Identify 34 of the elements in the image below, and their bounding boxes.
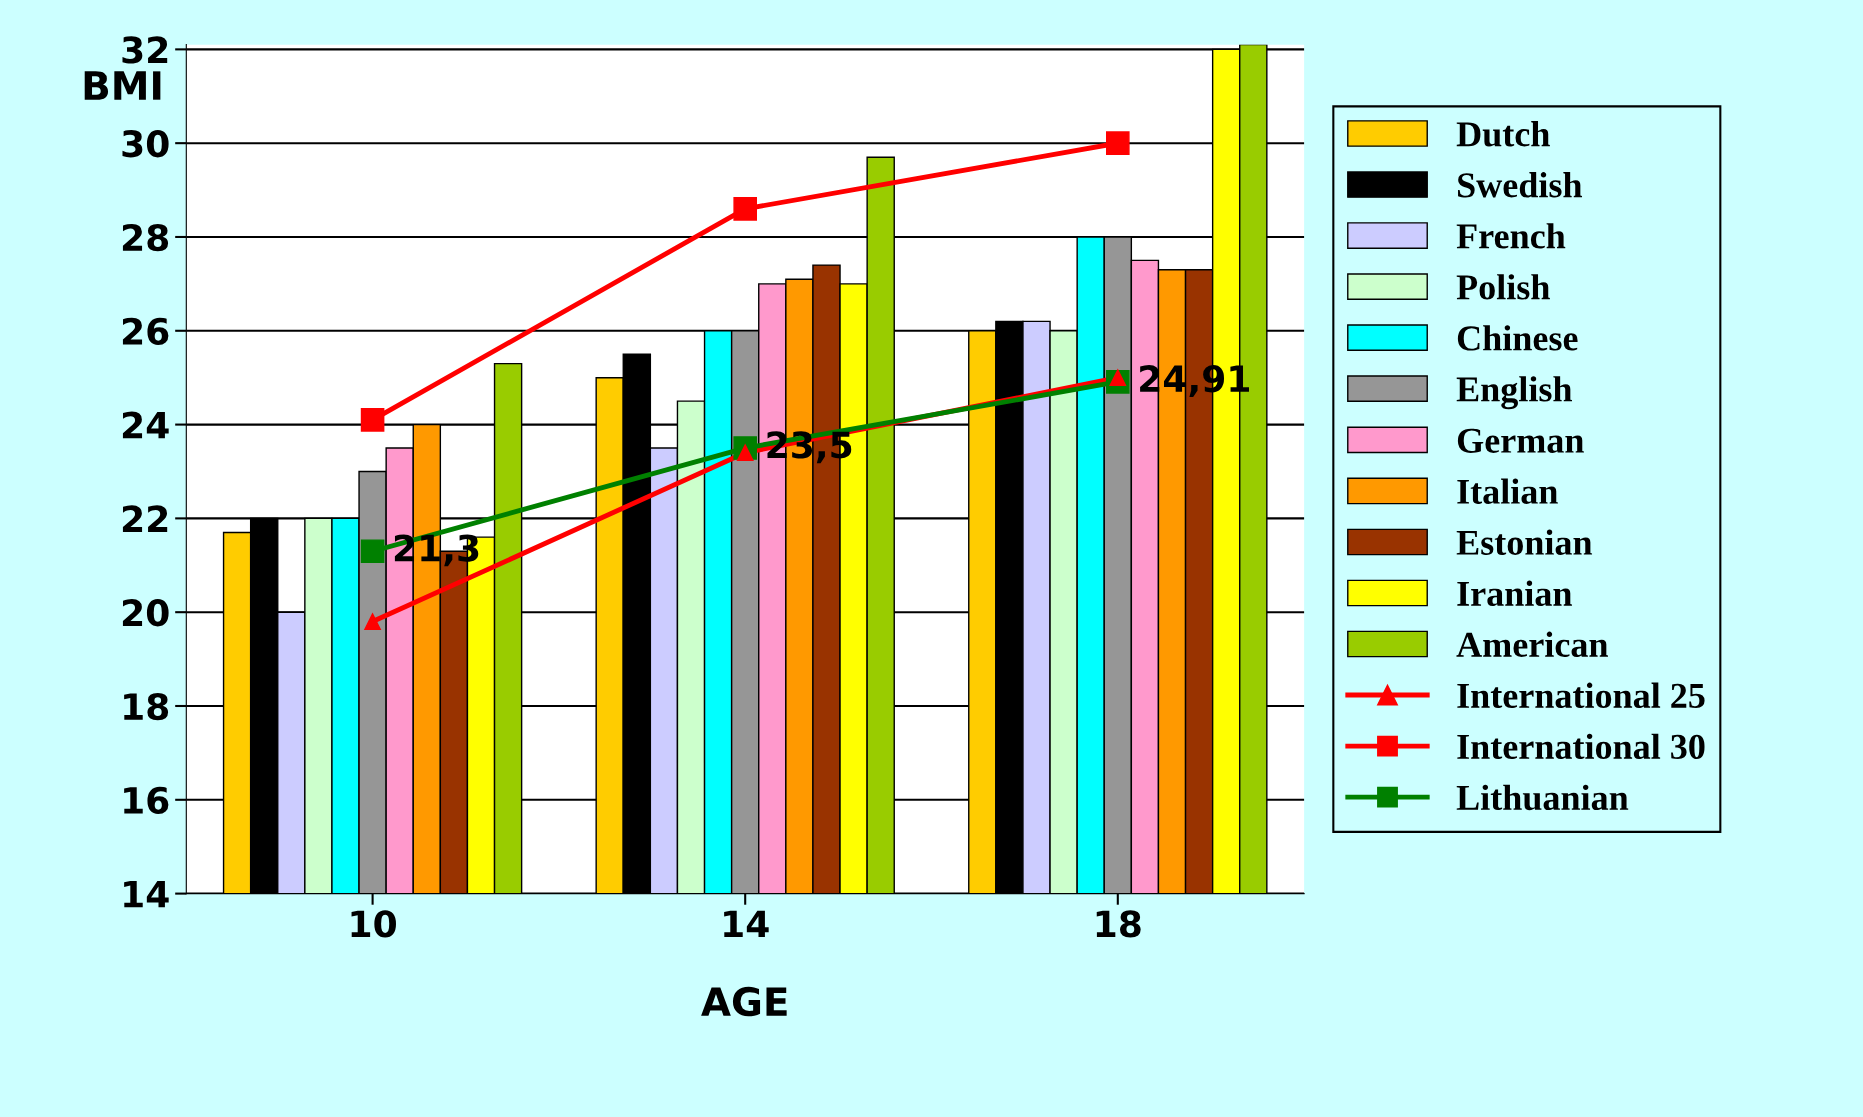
legend-label: Chinese: [1457, 325, 1578, 351]
y-tick-label: 14: [124, 880, 169, 908]
point: [733, 197, 758, 221]
legend-label: Dutch: [1456, 121, 1550, 147]
x-tick-label: 10: [351, 910, 396, 938]
legend-label: International 25: [1457, 682, 1705, 709]
legend-label: English: [1456, 376, 1572, 410]
y-tick-label: 32: [122, 36, 168, 64]
y-tick-label: 16: [124, 786, 169, 815]
y-axis-title: BMI: [84, 71, 161, 100]
legend-label: International 30: [1457, 733, 1705, 760]
point: [364, 613, 381, 630]
point: [360, 539, 385, 564]
legend-label: Polish: [1456, 274, 1550, 300]
y-tick-label: 30: [122, 130, 169, 158]
legend-label: German: [1457, 428, 1584, 453]
x-axis-title: AGE: [701, 986, 787, 1017]
legend-label: French: [1456, 223, 1566, 249]
legend-label: Swedish: [1458, 172, 1583, 198]
legend-label: Estonian: [1456, 529, 1593, 555]
x-tick-label: 14: [724, 910, 769, 938]
y-tick-label: 26: [122, 317, 169, 346]
legend-label: Italian: [1457, 478, 1558, 504]
y-tick-label: 18: [124, 692, 169, 721]
x-tick-label: 18: [1096, 910, 1141, 938]
point: [1105, 131, 1130, 155]
y-tick-label: 20: [122, 599, 169, 627]
y-tick-label: 22: [122, 505, 168, 533]
legend-label: American: [1456, 631, 1608, 658]
y-tick-label: 24: [122, 411, 169, 439]
y-tick-label: 28: [122, 223, 169, 252]
point: [360, 408, 385, 432]
legend-label: Lithuanian: [1456, 784, 1629, 811]
legend-label: Iranian: [1457, 580, 1572, 606]
